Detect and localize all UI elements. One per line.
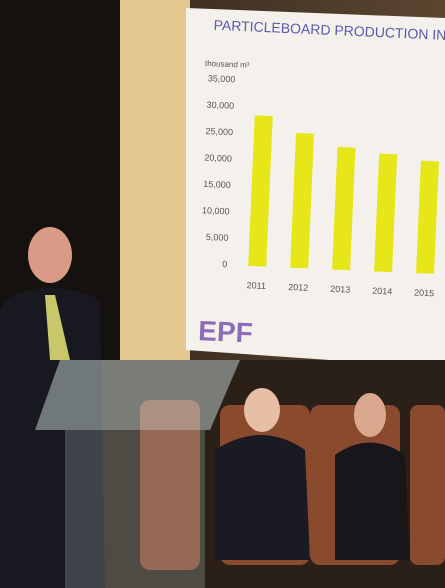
y-tick-label: 10,000 (202, 205, 230, 216)
lectern (65, 430, 205, 588)
y-tick-label: 5,000 (206, 232, 229, 243)
panelist-head (244, 388, 280, 432)
y-tick-label: 30,000 (206, 100, 234, 111)
panelist-body (215, 435, 310, 560)
x-tick-label: 2013 (330, 284, 350, 295)
x-tick-label: 2014 (372, 286, 392, 297)
logo: EPF (198, 315, 254, 348)
x-tick-label: 2015 (414, 287, 434, 298)
panelist-head (354, 393, 386, 437)
y-tick-label: 15,000 (203, 179, 231, 190)
x-tick-label: 2012 (288, 282, 308, 293)
wall-panel (120, 0, 190, 380)
panelist-body (335, 443, 410, 561)
x-tick-label: 2011 (246, 280, 266, 291)
y-tick-label: 25,000 (205, 126, 233, 137)
y-tick-label: 35,000 (208, 73, 236, 84)
speaker-head (28, 227, 72, 283)
lectern-top (35, 360, 240, 430)
y-tick-label: 0 (222, 259, 227, 269)
y-tick-label: 20,000 (204, 152, 232, 163)
chair (410, 405, 445, 565)
photo: PARTICLEBOARD PRODUCTION IN EU28 thousan… (0, 0, 445, 588)
